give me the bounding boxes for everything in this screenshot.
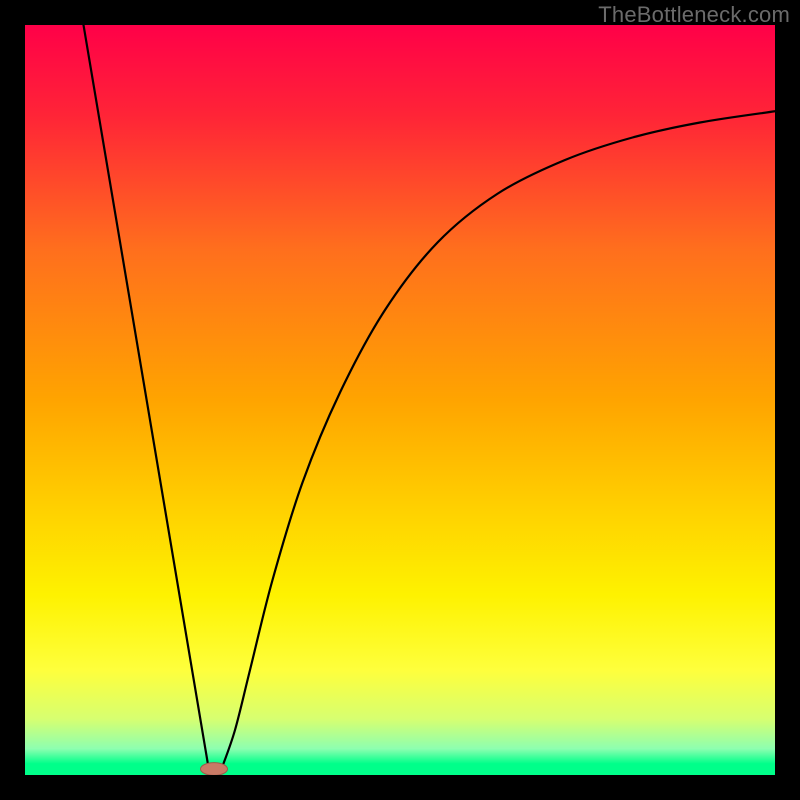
chart-frame: TheBottleneck.com [0, 0, 800, 800]
bottleneck-chart-svg [25, 25, 775, 775]
watermark-text: TheBottleneck.com [598, 2, 790, 28]
gradient-background [25, 25, 775, 775]
minimum-marker [201, 763, 228, 775]
plot-area [25, 25, 775, 775]
